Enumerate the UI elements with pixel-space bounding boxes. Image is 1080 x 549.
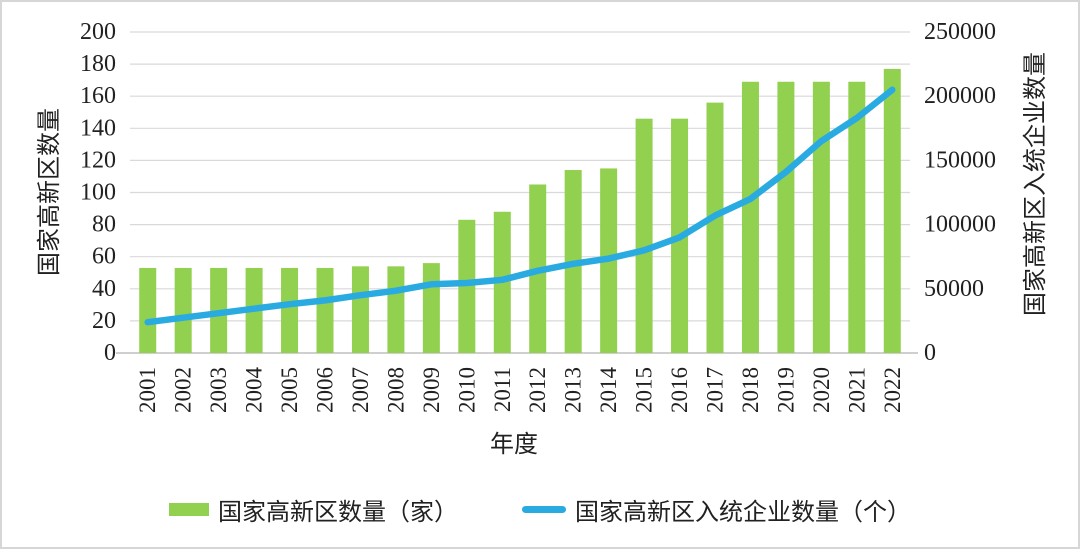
x-tick-label: 2019 [773,367,798,413]
left-tick-label: 140 [80,115,116,141]
x-tick-label: 2022 [880,367,905,413]
x-tick-label: 2020 [809,367,834,413]
bar [139,267,157,353]
left-tick-label: 60 [92,244,116,270]
left-tick-label: 100 [80,180,116,206]
legend: 国家高新区数量（家） 国家高新区入统企业数量（个） [2,492,1078,527]
x-tick-label: 2005 [277,367,302,413]
bar [422,263,440,353]
x-tick-label: 2018 [738,367,763,413]
left-tick-label: 120 [80,147,116,173]
x-tick-label: 2011 [490,367,515,412]
x-tick-label: 2014 [596,367,621,414]
right-axis-title: 国家高新区入统企业数量 [1022,52,1049,316]
bar [706,102,724,354]
bar [458,219,476,353]
x-tick-label: 2015 [632,367,657,413]
x-tick-label: 2016 [667,367,692,413]
x-tick-label: 2012 [525,367,550,413]
left-tick-label: 40 [92,276,116,302]
x-tick-label: 2002 [171,367,196,413]
right-tick-label: 250000 [924,19,996,45]
bar [387,266,405,353]
bar [848,81,866,353]
x-tick-label: 2010 [454,367,479,413]
bar [812,81,830,353]
x-tick-label: 2003 [206,367,231,413]
bar [777,81,795,353]
x-tick-label: 2021 [844,367,869,413]
x-axis-title: 年度 [490,431,538,458]
legend-item-line-series: 国家高新区入统企业数量（个） [522,492,911,527]
left-tick-label: 80 [92,212,116,238]
bar [741,81,759,353]
left-tick-label: 20 [92,308,116,334]
bar-series-label: 国家高新区数量（家） [218,499,458,526]
x-tick-label: 2004 [242,367,267,414]
right-tick-label: 0 [924,340,936,366]
bar [351,266,369,353]
left-axis-title: 国家高新区数量 [36,108,63,276]
x-tick-label: 2006 [313,367,338,413]
right-tick-label: 100000 [924,212,996,238]
left-tick-label: 0 [104,340,116,366]
line-series-swatch-icon [522,505,566,513]
right-tick-label: 150000 [924,147,996,173]
x-tick-label: 2007 [348,367,373,413]
bar [174,267,192,353]
line-series [144,86,896,326]
x-tick-label: 2017 [703,367,728,413]
bar-series-swatch-icon [169,502,209,516]
x-tick-label: 2001 [135,367,160,413]
right-tick-label: 200000 [924,83,996,109]
line-series-label: 国家高新区入统企业数量（个） [575,499,911,526]
bar [883,68,901,353]
left-tick-label: 200 [80,19,116,45]
right-tick-label: 50000 [924,276,984,302]
bar [281,267,299,353]
bar [635,118,653,353]
x-tick-label: 2008 [383,367,408,413]
x-tick-label: 2009 [419,367,444,413]
bar [316,267,334,353]
legend-item-bar-series: 国家高新区数量（家） [169,492,458,527]
x-tick-label: 2013 [561,367,586,413]
left-tick-label: 180 [80,51,116,77]
left-tick-label: 160 [80,83,116,109]
